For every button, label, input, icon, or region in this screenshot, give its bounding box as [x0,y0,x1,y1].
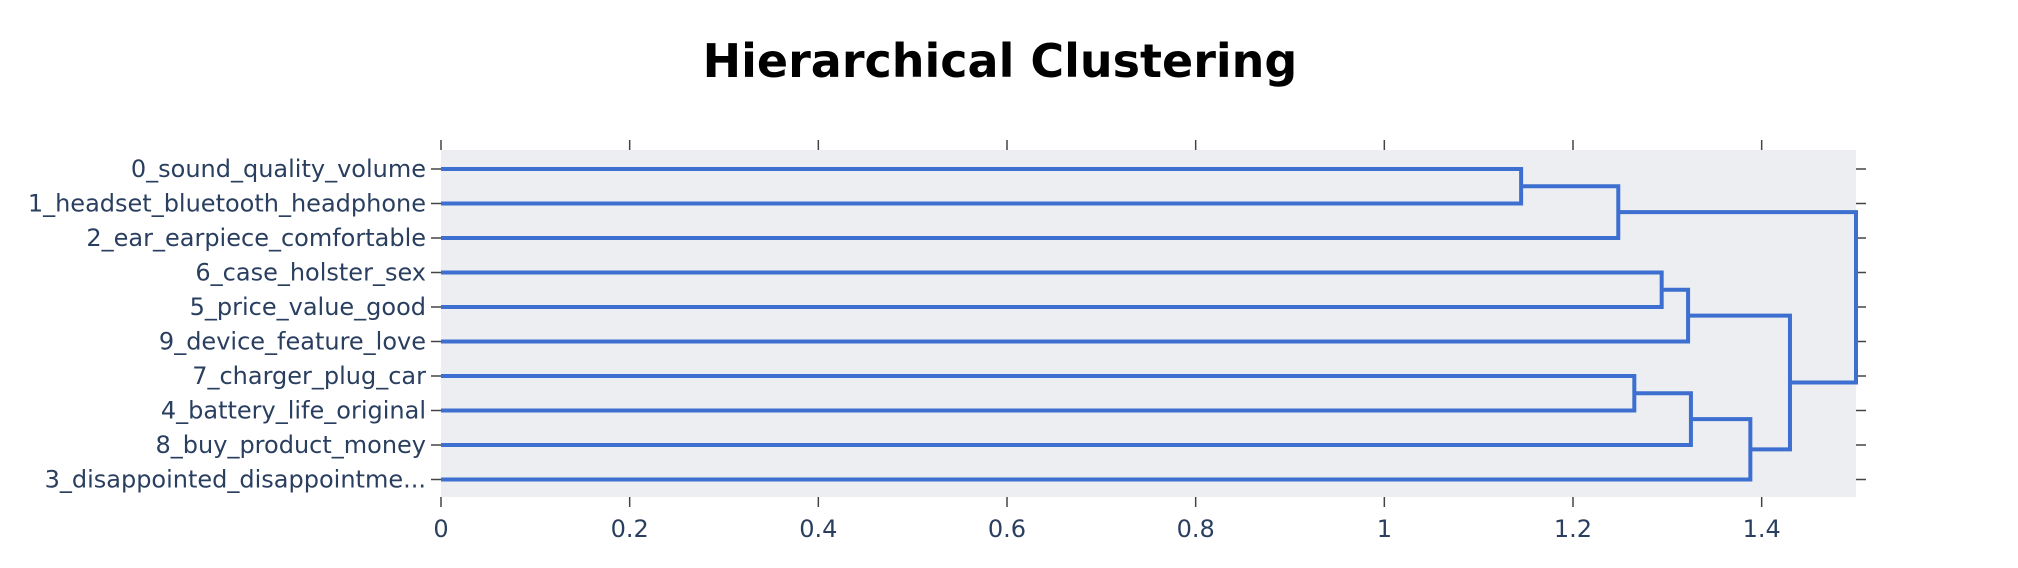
leaf-label: 6_case_holster_sex [195,259,426,287]
leaf-label: 4_battery_life_original [161,397,426,425]
x-tick-label: 1 [1377,515,1392,543]
dendrogram-link [1618,210,1858,385]
leaf-label: 3_disappointed_disappointme... [45,466,426,494]
x-tick-label: 0.2 [611,515,649,543]
leaf-label: 2_ear_earpiece_comfortable [86,224,426,252]
x-tick-labels: 0 0.2 0.4 0.6 0.8 1 1.2 1.4 [433,515,1780,543]
leaf-label: 9_device_feature_love [159,328,426,356]
leaf-label: 8_buy_product_money [156,431,426,459]
leaf-label: 0_sound_quality_volume [131,155,426,183]
x-tick-label: 0.4 [799,515,837,543]
x-tick-label: 1.2 [1554,515,1592,543]
chart-title: Hierarchical Clustering [702,34,1298,88]
leaf-label: 7_charger_plug_car [192,362,426,390]
x-tick-label: 0.8 [1177,515,1215,543]
leaf-label: 1_headset_bluetooth_headphone [28,190,426,218]
leaf-labels: 0_sound_quality_volume 1_headset_bluetoot… [28,155,426,494]
tick-marks [431,140,1866,507]
dendrogram-links [441,167,1858,482]
dendrogram-link [441,270,1664,309]
leaf-label: 5_price_value_good [190,293,426,321]
x-tick-label: 0.6 [988,515,1026,543]
x-tick-label: 1.4 [1743,515,1781,543]
x-tick-label: 0 [433,515,448,543]
